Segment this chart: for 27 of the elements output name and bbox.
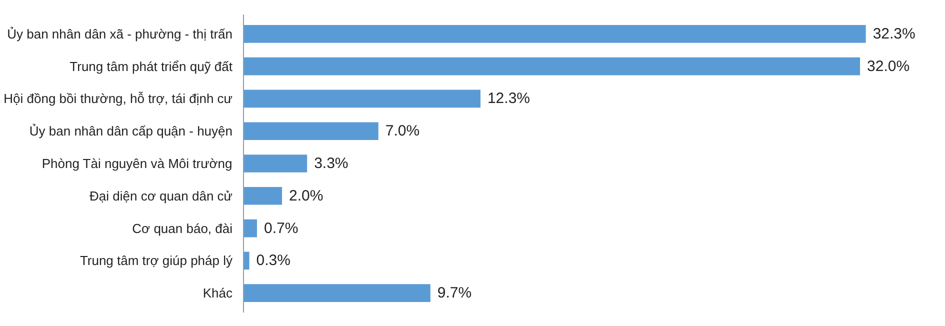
data-label: 7.0% xyxy=(385,122,420,140)
data-label: 3.3% xyxy=(314,155,348,172)
y-tick-label: Phòng Tài nguyên và Môi trường xyxy=(42,156,232,171)
bar xyxy=(244,219,257,238)
data-label: 12.3% xyxy=(487,90,530,108)
bar xyxy=(244,252,250,270)
y-tick-label: Đại diện cơ quan dân cử xyxy=(90,188,233,204)
y-tick-label: Trung tâm trợ giúp pháp lý xyxy=(80,253,233,268)
bar xyxy=(244,122,378,140)
y-tick-label: Cơ quan báo, đài xyxy=(132,220,233,236)
data-label: 2.0% xyxy=(289,187,324,204)
y-tick-label: Ủy ban nhân dân xã - phường - thị trấn xyxy=(7,26,233,42)
data-label: 9.7% xyxy=(437,284,472,302)
bar xyxy=(244,90,480,108)
data-label: 32.3% xyxy=(872,25,916,42)
data-label: 32.0% xyxy=(867,58,910,75)
y-tick-label: Trung tâm phát triển quỹ đất xyxy=(70,58,233,74)
data-label: 0.3% xyxy=(256,252,290,270)
y-tick-label: Ủy ban nhân dân cấp quận - huyện xyxy=(29,124,233,139)
y-tick-label: Hội đồng bồi thường, hỗ trợ, tái định cư xyxy=(4,91,233,106)
bar xyxy=(244,284,430,302)
bar xyxy=(244,25,866,43)
bar xyxy=(244,57,860,76)
bar xyxy=(244,154,308,172)
bar xyxy=(244,186,282,205)
data-label: 0.7% xyxy=(264,220,298,237)
y-tick-label: Khác xyxy=(202,286,233,301)
